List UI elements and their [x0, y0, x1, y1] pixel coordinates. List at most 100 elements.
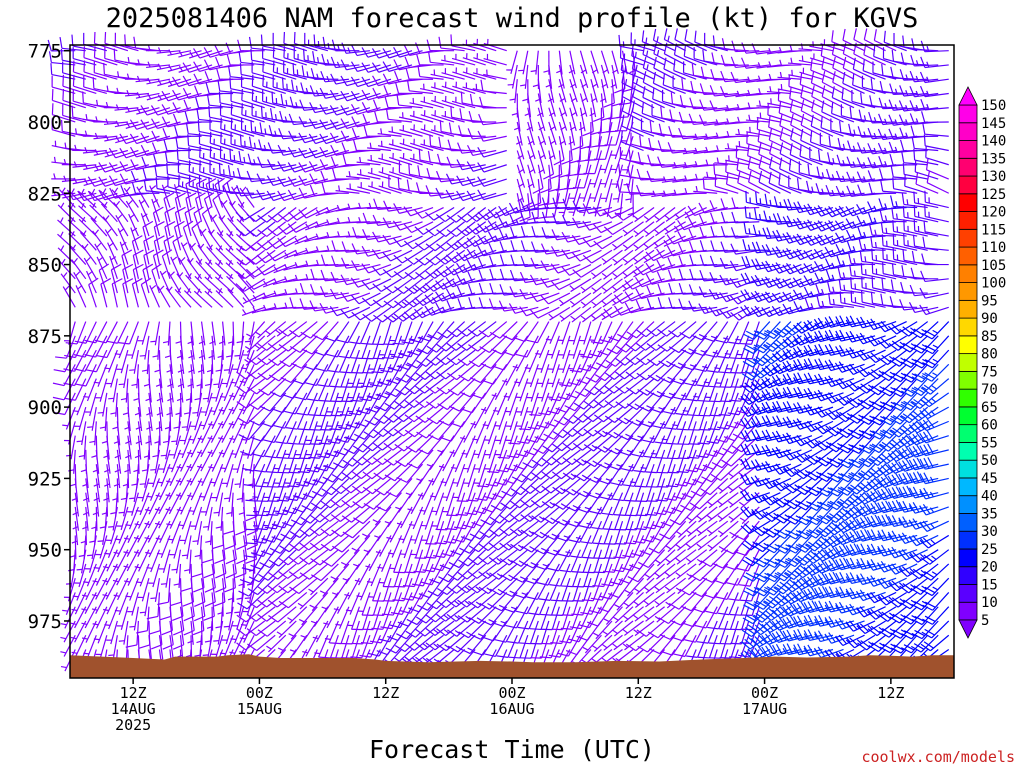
wind-barb-staff	[209, 104, 234, 109]
wind-barb-half-feather	[196, 288, 201, 295]
wind-barb-staff	[179, 635, 184, 660]
wind-barb	[151, 620, 163, 650]
wind-barb	[188, 335, 195, 360]
wind-barb-half-feather	[142, 213, 148, 218]
wind-barb-half-feather	[173, 426, 180, 429]
wind-barb-feather	[185, 192, 197, 199]
wind-barb-feather	[361, 342, 373, 345]
wind-barb-half-feather	[212, 214, 218, 220]
wind-barb	[220, 199, 234, 223]
wind-barb-staff	[121, 255, 129, 279]
wind-barb	[192, 392, 203, 417]
wind-barb-half-feather	[129, 369, 135, 371]
wind-barb	[187, 364, 194, 389]
wind-barb-staff	[165, 435, 171, 460]
wind-barb	[82, 506, 89, 531]
wind-barb-staff	[104, 149, 129, 158]
wind-barb-half-feather	[159, 285, 165, 291]
wind-barb-half-feather	[78, 455, 85, 458]
wind-barb-staff	[200, 578, 206, 603]
wind-barb-half-feather	[218, 245, 223, 251]
wind-barb-feather	[229, 77, 232, 89]
wind-barb-half-feather	[115, 200, 121, 207]
wind-barb	[209, 161, 234, 180]
wind-barb-feather	[187, 134, 190, 146]
wind-barb-feather	[143, 179, 147, 191]
wind-barb-half-feather	[114, 454, 121, 459]
wind-barb-feather	[63, 382, 75, 387]
wind-barb	[154, 165, 181, 180]
wind-barb-feather	[108, 175, 116, 186]
wind-barb	[180, 242, 192, 265]
wind-barb	[152, 206, 164, 237]
wind-barb-half-feather	[99, 526, 106, 529]
wind-barb-half-feather	[52, 189, 56, 196]
wind-barb	[72, 60, 97, 80]
wind-barb	[194, 96, 223, 109]
wind-barb	[142, 220, 154, 251]
wind-barb-staff	[169, 620, 174, 645]
wind-barb-half-feather	[186, 480, 193, 483]
wind-barb-half-feather	[205, 540, 211, 543]
wind-barb-feather	[302, 48, 305, 61]
wind-barb	[202, 506, 213, 531]
wind-barb	[129, 478, 139, 503]
wind-barb	[82, 478, 90, 503]
wind-barb-staff	[175, 421, 182, 446]
wind-barb	[146, 392, 153, 417]
wind-barb-half-feather	[150, 185, 157, 190]
wind-barb-half-feather	[234, 483, 241, 486]
wind-barb-staff	[73, 85, 97, 95]
wind-barb	[92, 229, 108, 251]
wind-barb	[118, 620, 129, 645]
wind-barb-half-feather	[71, 608, 78, 612]
wind-barb-staff	[217, 492, 224, 517]
wind-barb-half-feather	[220, 215, 226, 221]
wind-barb-feather	[103, 62, 105, 75]
wind-barb-half-feather	[115, 104, 120, 111]
wind-barb	[59, 36, 86, 52]
wind-barb	[114, 335, 129, 359]
wind-barb-half-feather	[105, 150, 110, 157]
wind-barb-half-feather	[156, 481, 163, 484]
wind-barb	[133, 520, 150, 543]
wind-barb-feather	[154, 221, 165, 228]
wind-barb-half-feather	[204, 383, 211, 387]
wind-barb	[122, 278, 134, 308]
wind-barb	[131, 235, 143, 265]
wind-barb	[157, 92, 181, 102]
wind-barb	[48, 51, 76, 66]
wind-barb-half-feather	[60, 651, 67, 654]
wind-barb-half-feather	[167, 538, 174, 541]
wind-barb-half-feather	[178, 524, 184, 527]
wind-barb-half-feather	[166, 480, 172, 483]
wind-barb	[69, 244, 87, 265]
wind-barb	[218, 321, 226, 346]
wind-barb	[158, 449, 171, 474]
wind-barb-staff	[73, 100, 97, 109]
wind-barb-feather	[193, 587, 205, 593]
wind-barb	[153, 221, 165, 251]
wind-barb	[103, 118, 128, 126]
wind-barb-staff	[129, 321, 139, 345]
wind-barb	[146, 77, 171, 85]
wind-barb	[116, 506, 129, 531]
wind-barb-feather	[287, 442, 299, 445]
wind-barb-feather	[153, 206, 164, 214]
wind-barb	[196, 108, 223, 123]
wind-barb-feather	[142, 263, 154, 271]
wind-barb-feather	[119, 133, 127, 144]
wind-barb	[178, 50, 202, 58]
wind-barb-half-feather	[105, 215, 110, 221]
wind-barb-half-feather	[103, 201, 108, 208]
wind-barb	[116, 349, 129, 374]
wind-barb-half-feather	[64, 142, 67, 149]
wind-barb-feather	[73, 368, 86, 372]
wind-barb-half-feather	[219, 652, 226, 655]
wind-barb-half-feather	[335, 623, 342, 626]
wind-barb	[129, 119, 160, 130]
wind-barb-half-feather	[118, 511, 125, 514]
wind-barb-feather	[108, 162, 117, 173]
wind-barb-half-feather	[187, 452, 193, 455]
wind-barb	[74, 364, 97, 387]
